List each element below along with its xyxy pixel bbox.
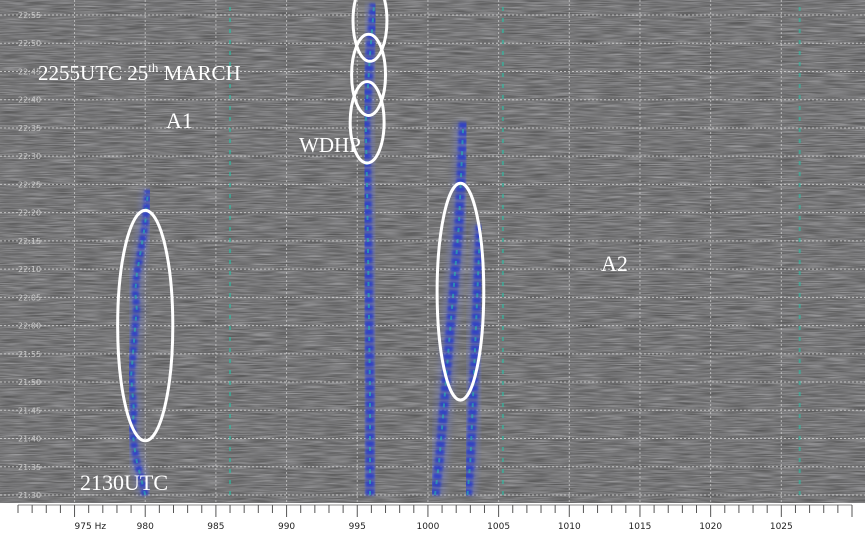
annotation-oval	[435, 181, 486, 402]
y-tick-label: 21:55	[18, 350, 41, 359]
annotation-oval	[348, 80, 386, 165]
y-tick-label: 22:50	[18, 39, 41, 48]
spectrogram-plot: 22:55 22:50 22:45 22:40 22:35 22:30 22:25 22:20…	[0, 0, 865, 503]
y-tick-label: 22:10	[18, 265, 41, 274]
annotation-ovals	[116, 0, 486, 443]
x-axis: 975 Hz 980 985 990 995 1000 1005 1010 1015 1020 10…	[0, 503, 865, 535]
y-tick-label: 21:30	[18, 491, 41, 500]
x-tick-label: 1005	[487, 522, 510, 532]
annotation-start-time: 2255UTC 25th MARCH	[38, 60, 241, 85]
y-tick-label: 22:15	[18, 237, 41, 246]
x-tick-label: 1020	[699, 522, 722, 532]
trace-core	[364, 3, 376, 495]
x-tick-label: 985	[207, 522, 224, 532]
annotation-oval	[351, 0, 389, 63]
y-tick-label: 21:50	[18, 378, 41, 387]
y-tick-label: 22:40	[18, 96, 41, 105]
annotation-labels: 2255UTC 25th MARCH A1 WDHP A2 2130UTC	[38, 60, 628, 495]
y-tick-label: 22:25	[18, 180, 41, 189]
x-tick-marks	[17, 505, 853, 517]
x-tick-label: 995	[349, 522, 366, 532]
y-tick-label: 22:45	[18, 67, 41, 76]
annotation-oval	[116, 208, 175, 443]
annotation-end-time: 2130UTC	[80, 470, 168, 495]
x-tick-label: 975 Hz	[75, 522, 107, 532]
y-tick-label: 21:35	[18, 463, 41, 472]
annotation-wdhp: WDHP	[299, 133, 361, 157]
y-tick-label: 21:45	[18, 406, 41, 415]
y-tick-labels: 22:55 22:50 22:45 22:40 22:35 22:30 22:25 22:20…	[18, 11, 41, 500]
x-tick-label: 980	[137, 522, 154, 532]
y-tick-label: 22:30	[18, 152, 41, 161]
annotation-oval	[350, 32, 388, 118]
y-tick-label: 21:40	[18, 435, 41, 444]
y-tick-label: 22:00	[18, 322, 41, 331]
y-tick-label: 22:05	[18, 293, 41, 302]
x-tick-label: 1015	[629, 522, 652, 532]
grid-lines	[0, 0, 865, 503]
x-tick-label: 1010	[558, 522, 581, 532]
x-tick-label: 1025	[770, 522, 793, 532]
trace-core	[130, 190, 149, 496]
x-tick-label: 990	[278, 522, 295, 532]
annotation-a1: A1	[166, 108, 193, 133]
y-tick-label: 22:55	[18, 11, 41, 20]
y-tick-label: 22:35	[18, 124, 41, 133]
x-tick-labels: 975 Hz 980 985 990 995 1000 1005 1010 1015 1020 10…	[75, 522, 793, 532]
y-tick-label: 22:20	[18, 209, 41, 218]
trace-core	[466, 223, 482, 496]
x-tick-label: 1000	[416, 522, 439, 532]
annotation-a2: A2	[601, 251, 628, 276]
